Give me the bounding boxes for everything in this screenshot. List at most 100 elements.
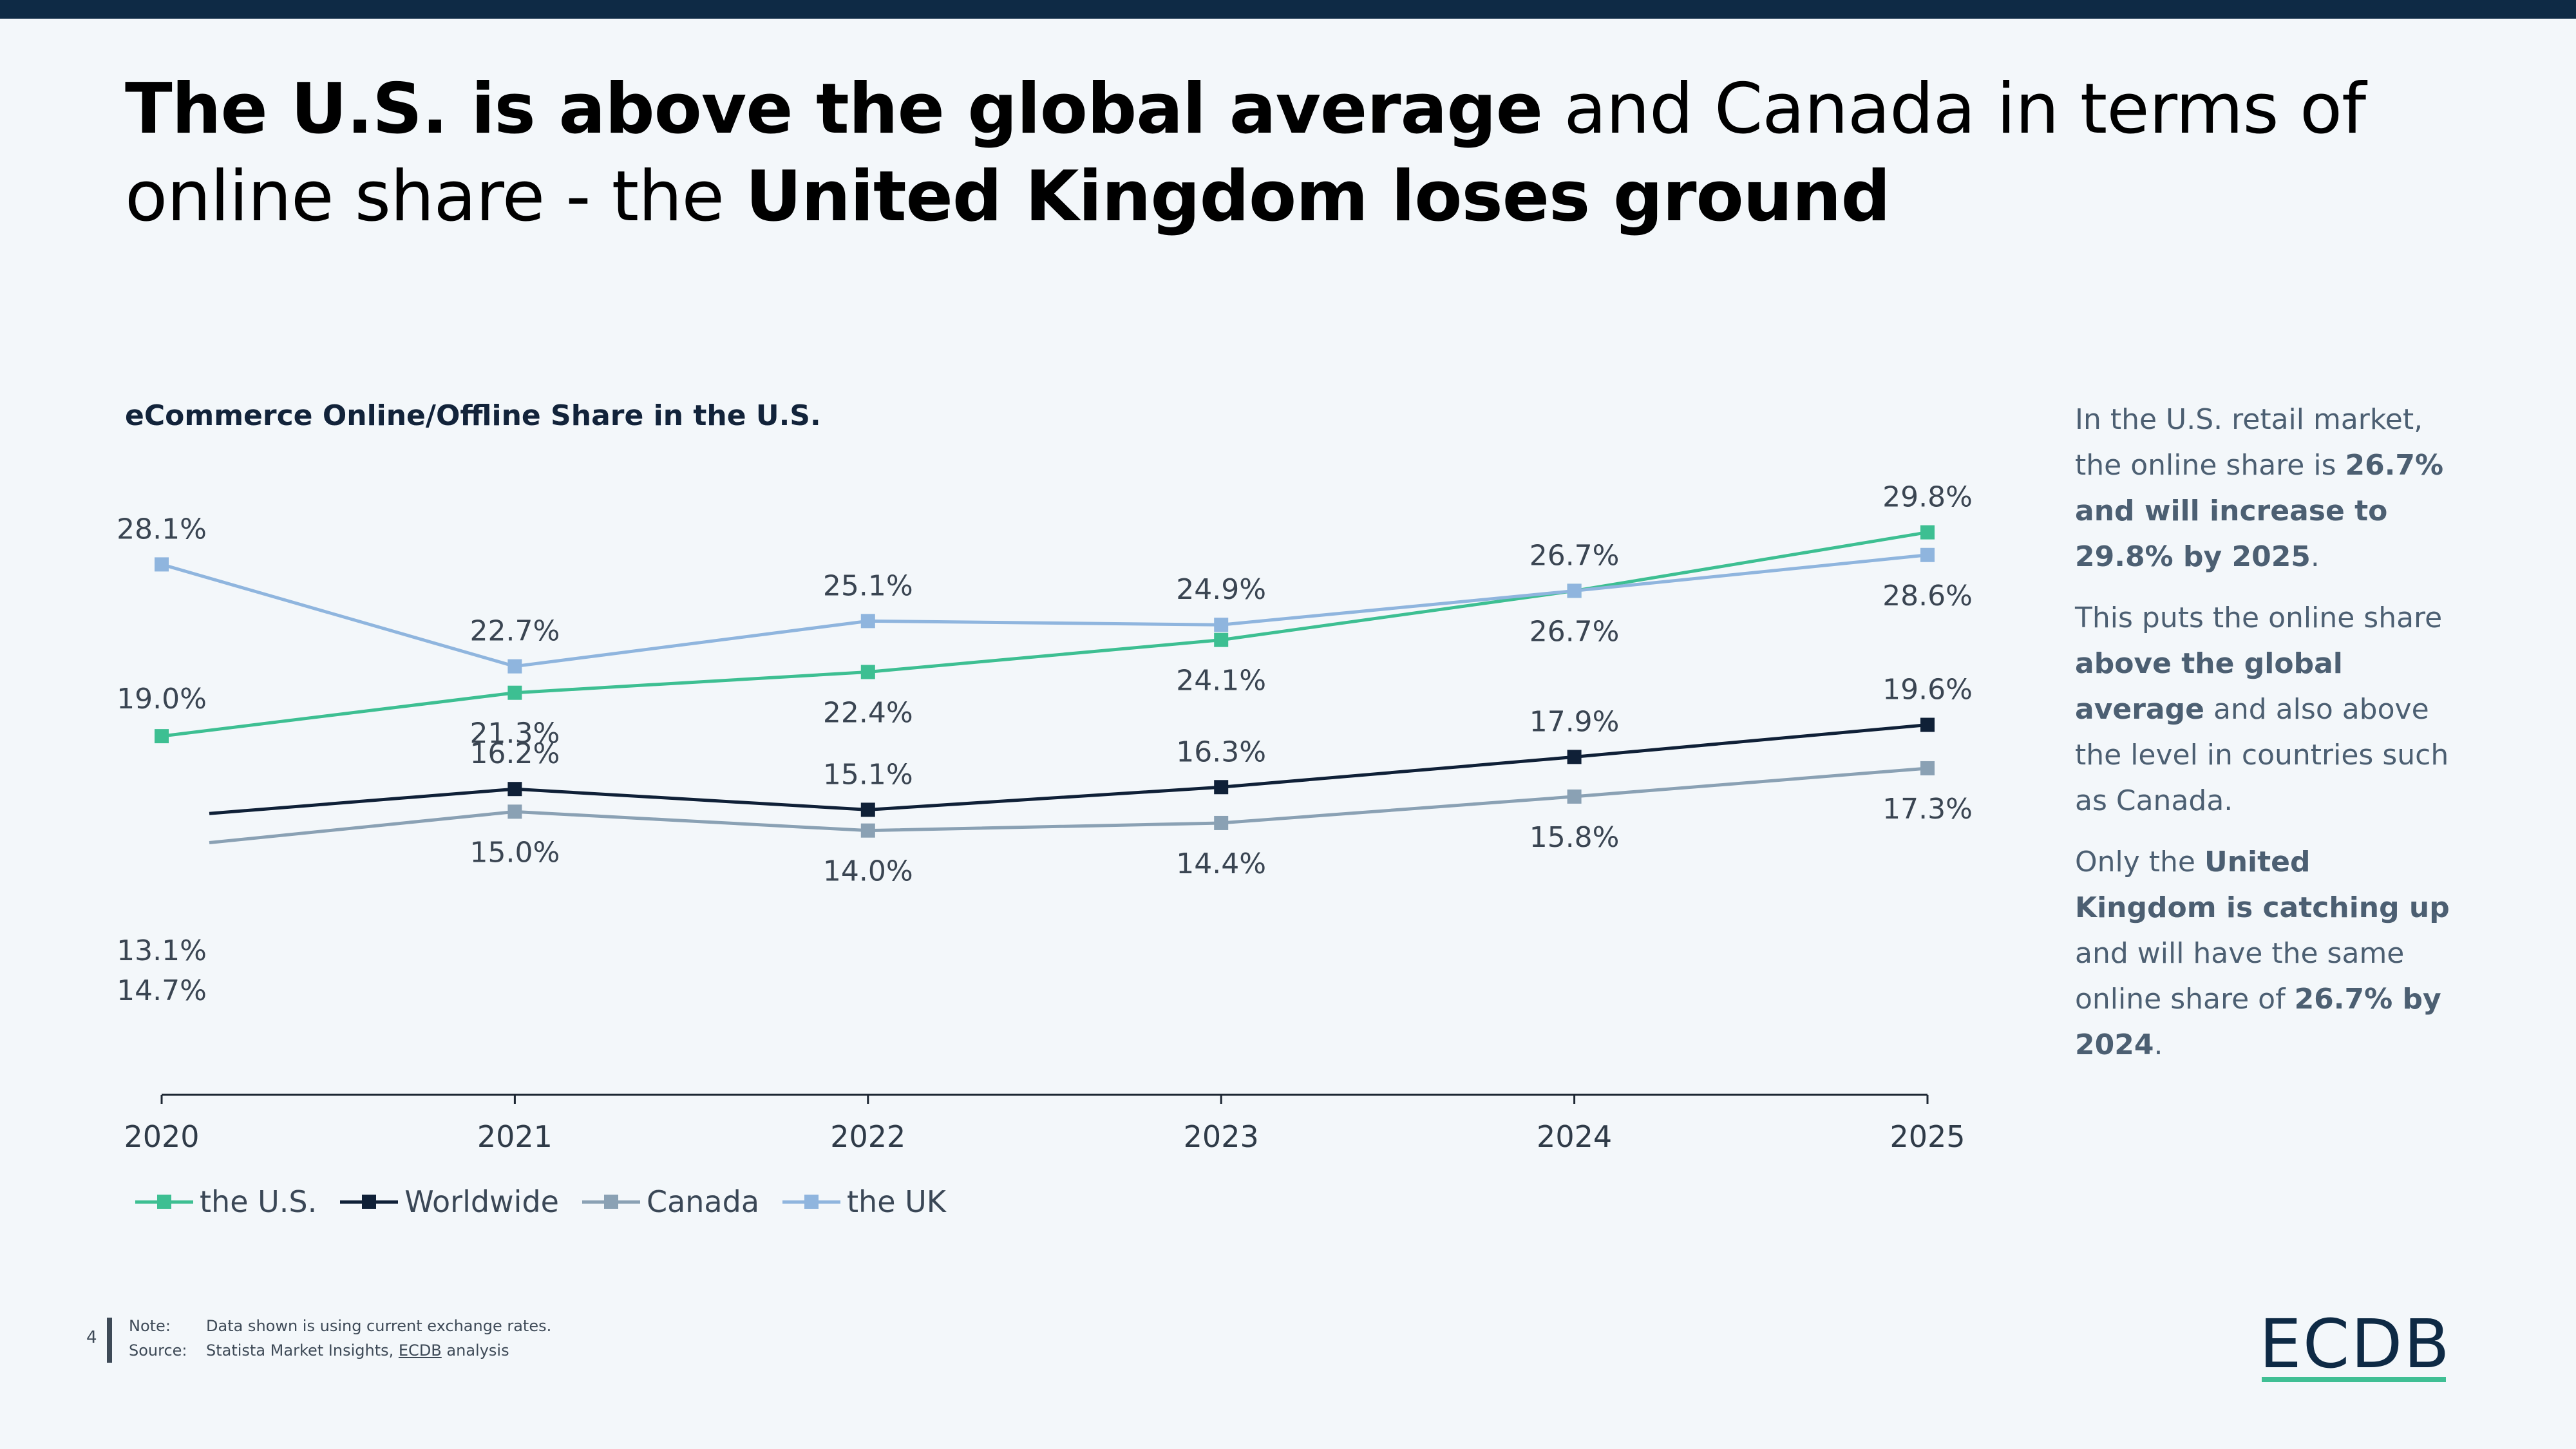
data-point-uk [155,557,169,572]
legend-marker [603,1195,618,1209]
data-point-canada [1920,761,1935,775]
x-tick-label: 2022 [830,1119,905,1154]
footer-divider [107,1318,112,1363]
source-text-part: Statista Market Insights, [206,1341,399,1359]
side-text: In the U.S. retail market, the online sh… [2075,403,2423,482]
data-label-uk: 24.9% [1176,573,1266,606]
data-point-canada [860,823,875,838]
title-bold-2: United Kingdom loses ground [745,156,1890,237]
x-tick-label: 2024 [1537,1119,1612,1154]
source-text: Statista Market Insights, ECDB analysis [206,1338,509,1363]
note-text: Data shown is using current exchange rat… [206,1317,552,1335]
series-line-worldwide [209,723,1928,815]
data-label-us: 22.4% [823,696,913,729]
title-bold-1: The U.S. is above the global average [125,69,1543,149]
legend-label: Worldwide [404,1184,559,1219]
side-paragraph-3: Only the United Kingdom is catching up a… [2075,839,2461,1068]
data-label-worldwide: 15.1% [823,758,913,791]
data-point-us [1920,525,1935,540]
side-text-bold: 26.7% and will increase to 29.8% by 2025 [2075,449,2444,573]
page-number: 4 [86,1328,97,1347]
legend-marker [804,1195,819,1209]
note-row: Note: Data shown is using current exchang… [129,1314,644,1338]
legend-marker [362,1195,377,1209]
chart-legend: the U.S. Worldwide Canada the UK [135,1182,969,1221]
side-text: . [2154,1028,2163,1061]
data-point-canada [507,804,522,819]
side-text: Only the [2075,846,2204,878]
side-text-bold: above the global average [2075,647,2343,726]
logo-underline [2262,1377,2446,1382]
legend-item-us[interactable]: the U.S. [135,1182,317,1221]
data-label-uk: 22.7% [470,615,560,648]
side-text: . [2310,540,2320,573]
data-label-worldwide: 17.9% [1530,705,1620,738]
data-point-worldwide [1567,750,1582,764]
data-label-canada: 17.3% [1882,793,1973,826]
side-text: and also above the level in countries su… [2075,693,2449,817]
side-text-bold: 26.7% by 2024 [2075,983,2441,1061]
data-label-canada: 14.0% [823,855,913,888]
top-accent-bar [0,0,2576,19]
legend-item-worldwide[interactable]: Worldwide [340,1182,559,1221]
data-point-canada [1214,815,1229,830]
data-label-uk: 28.6% [1882,580,1973,612]
data-label-worldwide: 19.6% [1882,674,1973,706]
data-label-worldwide: 13.1% [117,934,207,967]
data-label-us: 26.7% [1530,539,1620,572]
data-label-us: 19.0% [117,683,207,715]
data-point-canada [1567,789,1582,804]
ecdb-logo: ECDB [2259,1305,2451,1383]
series-line-uk [161,553,1928,668]
x-tick-label: 2025 [1889,1119,1965,1154]
data-point-worldwide [1214,780,1229,795]
side-commentary: In the U.S. retail market, the online sh… [2075,397,2461,1083]
legend-item-canada[interactable]: Canada [582,1182,759,1221]
data-point-worldwide [1920,717,1935,732]
legend-swatch-icon [340,1182,399,1221]
legend-label: the UK [847,1184,946,1219]
legend-swatch-icon [582,1182,640,1221]
data-point-worldwide [860,802,875,817]
data-label-worldwide: 16.3% [1176,735,1266,768]
data-point-us [1214,632,1229,647]
data-point-us [507,685,522,700]
legend-swatch-icon [135,1182,193,1221]
side-paragraph-1: In the U.S. retail market, the online sh… [2075,397,2461,580]
data-point-uk [860,614,875,629]
data-point-us [860,665,875,679]
note-label: Note: [129,1317,171,1335]
data-label-canada: 15.0% [470,836,560,869]
source-text-part: analysis [441,1341,509,1359]
data-label-uk: 26.7% [1530,615,1620,648]
side-paragraph-2: This puts the online share above the glo… [2075,595,2461,824]
footer-notes: Note: Data shown is using current exchang… [129,1314,644,1363]
data-point-uk [1214,618,1229,632]
legend-label: the U.S. [200,1184,317,1219]
legend-swatch-icon [782,1182,841,1221]
data-label-worldwide: 16.2% [470,737,560,770]
legend-item-uk[interactable]: the UK [782,1182,946,1221]
data-label-us: 21.3% [470,717,560,750]
title-regular: and Canada in terms of online share - th… [125,69,2366,237]
chart-title: eCommerce Online/Offline Share in the U.… [125,399,821,432]
legend-marker [157,1195,171,1209]
side-text: This puts the online share [2075,601,2443,634]
data-label-us: 29.8% [1882,481,1973,514]
side-text: and will have the same online share of [2075,937,2405,1016]
source-link[interactable]: ECDB [398,1341,442,1359]
data-label-canada: 15.8% [1530,821,1620,854]
data-point-uk [1920,547,1935,562]
legend-label: Canada [646,1184,760,1219]
source-row: Source: Statista Market Insights, ECDB an… [129,1338,644,1363]
source-label: Source: [129,1341,187,1359]
data-point-us [155,729,169,744]
data-label-uk: 25.1% [823,569,913,602]
data-label-canada: 14.4% [1176,848,1266,880]
data-label-canada: 14.7% [117,974,207,1007]
x-tick-label: 2021 [477,1119,553,1154]
page-title: The U.S. is above the global average and… [125,66,2469,241]
x-tick-label: 2020 [124,1119,199,1154]
data-point-uk [1567,583,1582,598]
x-tick-label: 2023 [1184,1119,1259,1154]
